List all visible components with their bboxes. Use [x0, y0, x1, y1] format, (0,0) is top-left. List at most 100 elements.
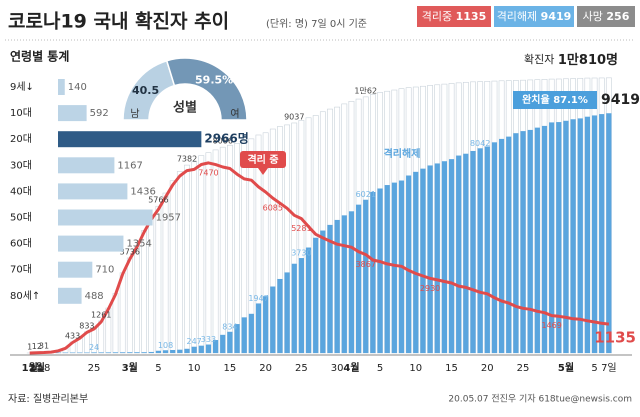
- age-value: 1167: [117, 160, 142, 171]
- age-value: 592: [90, 108, 109, 119]
- bar: [241, 317, 247, 353]
- gender-label: 여: [230, 108, 239, 120]
- bar: [255, 303, 262, 353]
- data-label: 5766: [148, 196, 168, 205]
- badge-label: 사망: [583, 10, 603, 23]
- bar: [191, 346, 197, 353]
- source: 자료: 질병관리본부: [8, 393, 88, 405]
- age-bar: [58, 261, 93, 278]
- bar: [413, 171, 419, 353]
- bar: [363, 199, 369, 353]
- data-label: 1만62: [354, 86, 377, 95]
- end-label: 1135: [594, 329, 636, 347]
- bar: [169, 180, 176, 354]
- badge-label: 격리중: [422, 10, 452, 23]
- bar: [298, 258, 304, 353]
- bar: [162, 350, 169, 353]
- age-value: 140: [68, 82, 87, 93]
- x-tick-label: 5: [377, 363, 383, 374]
- x-tick-label: 1월: [22, 362, 38, 374]
- subtitle: (단위: 명) 7일 0시 기준: [266, 17, 367, 30]
- x-tick-label: 20: [259, 363, 272, 374]
- age-bar: [58, 79, 65, 95]
- annotation-box: [513, 91, 597, 109]
- x-tick-label: 4월: [343, 362, 359, 374]
- data-label: 12: [32, 342, 42, 351]
- total-value: 1만810명: [558, 52, 618, 68]
- bar: [577, 118, 583, 353]
- data-label: 7382: [177, 155, 197, 164]
- age-bar: [58, 105, 87, 122]
- data-label: 3730: [291, 249, 311, 258]
- bar: [434, 163, 440, 353]
- age-value: 2966명: [204, 132, 248, 146]
- x-tick-label: 5월: [558, 362, 574, 374]
- callout-pointer: [258, 168, 268, 175]
- bar: [191, 161, 198, 354]
- panel-title: 연령별 통계: [10, 49, 69, 64]
- bar: [127, 352, 133, 353]
- bar: [477, 148, 483, 353]
- gender-label: 남: [130, 108, 139, 120]
- age-label: 80세↑: [10, 290, 40, 302]
- bar: [155, 350, 161, 353]
- x-tick-label: 20: [481, 363, 494, 374]
- bar: [420, 168, 426, 353]
- bar: [277, 278, 283, 353]
- gender-segment: [165, 57, 248, 121]
- annotation: 완치율 87.1%: [522, 93, 588, 106]
- bar: [534, 127, 540, 353]
- bar: [98, 352, 104, 353]
- data-label: 3736: [120, 247, 140, 256]
- gender-value: 40.5: [132, 84, 159, 97]
- data-label: 8042: [470, 139, 490, 148]
- bar: [506, 136, 512, 353]
- bar: [599, 114, 605, 353]
- data-label: 7470: [198, 168, 218, 177]
- credit: 20.05.07 전진우 기자 618tue@newsis.com: [448, 394, 632, 405]
- bar: [570, 119, 576, 353]
- x-tick-label: 18: [38, 363, 51, 374]
- bar: [141, 352, 147, 353]
- data-label: 6021: [356, 190, 376, 199]
- age-label: 9세↓: [10, 81, 34, 93]
- badge-value: 256: [606, 10, 629, 23]
- x-tick-label: 25: [88, 363, 101, 374]
- bar: [305, 247, 312, 353]
- bar: [327, 224, 333, 353]
- end-label: 9419: [601, 92, 640, 108]
- bar: [119, 272, 126, 354]
- bar: [205, 152, 212, 354]
- bar: [341, 215, 347, 353]
- data-label: 1469: [541, 321, 561, 330]
- data-label: 108: [158, 341, 173, 350]
- bar: [263, 296, 269, 353]
- bar: [176, 171, 183, 354]
- data-label: 1947: [248, 294, 268, 303]
- gender-value: 59.5%: [195, 74, 233, 87]
- bar: [134, 245, 140, 354]
- bar: [148, 351, 154, 353]
- bar: [520, 131, 526, 353]
- age-value: 1436: [130, 186, 155, 197]
- bar: [513, 133, 519, 353]
- data-label: 5281: [291, 224, 311, 233]
- bar: [584, 116, 590, 354]
- badge: [417, 6, 491, 27]
- bar: [198, 155, 205, 354]
- x-tick-label: 10: [409, 363, 422, 374]
- line: [29, 161, 610, 355]
- badge-value: 9419: [541, 10, 572, 23]
- age-value: 1354: [126, 239, 151, 250]
- data-label: 834: [222, 322, 237, 331]
- title: 코로나19 국내 확진자 추이: [8, 10, 229, 33]
- badge-text: 격리해제 9419: [497, 9, 572, 23]
- bar: [391, 182, 397, 353]
- bar: [384, 185, 390, 353]
- age-label: 70대: [10, 264, 32, 276]
- bar: [205, 344, 212, 353]
- bar: [91, 352, 97, 353]
- bar: [170, 349, 176, 353]
- bar: [212, 149, 219, 354]
